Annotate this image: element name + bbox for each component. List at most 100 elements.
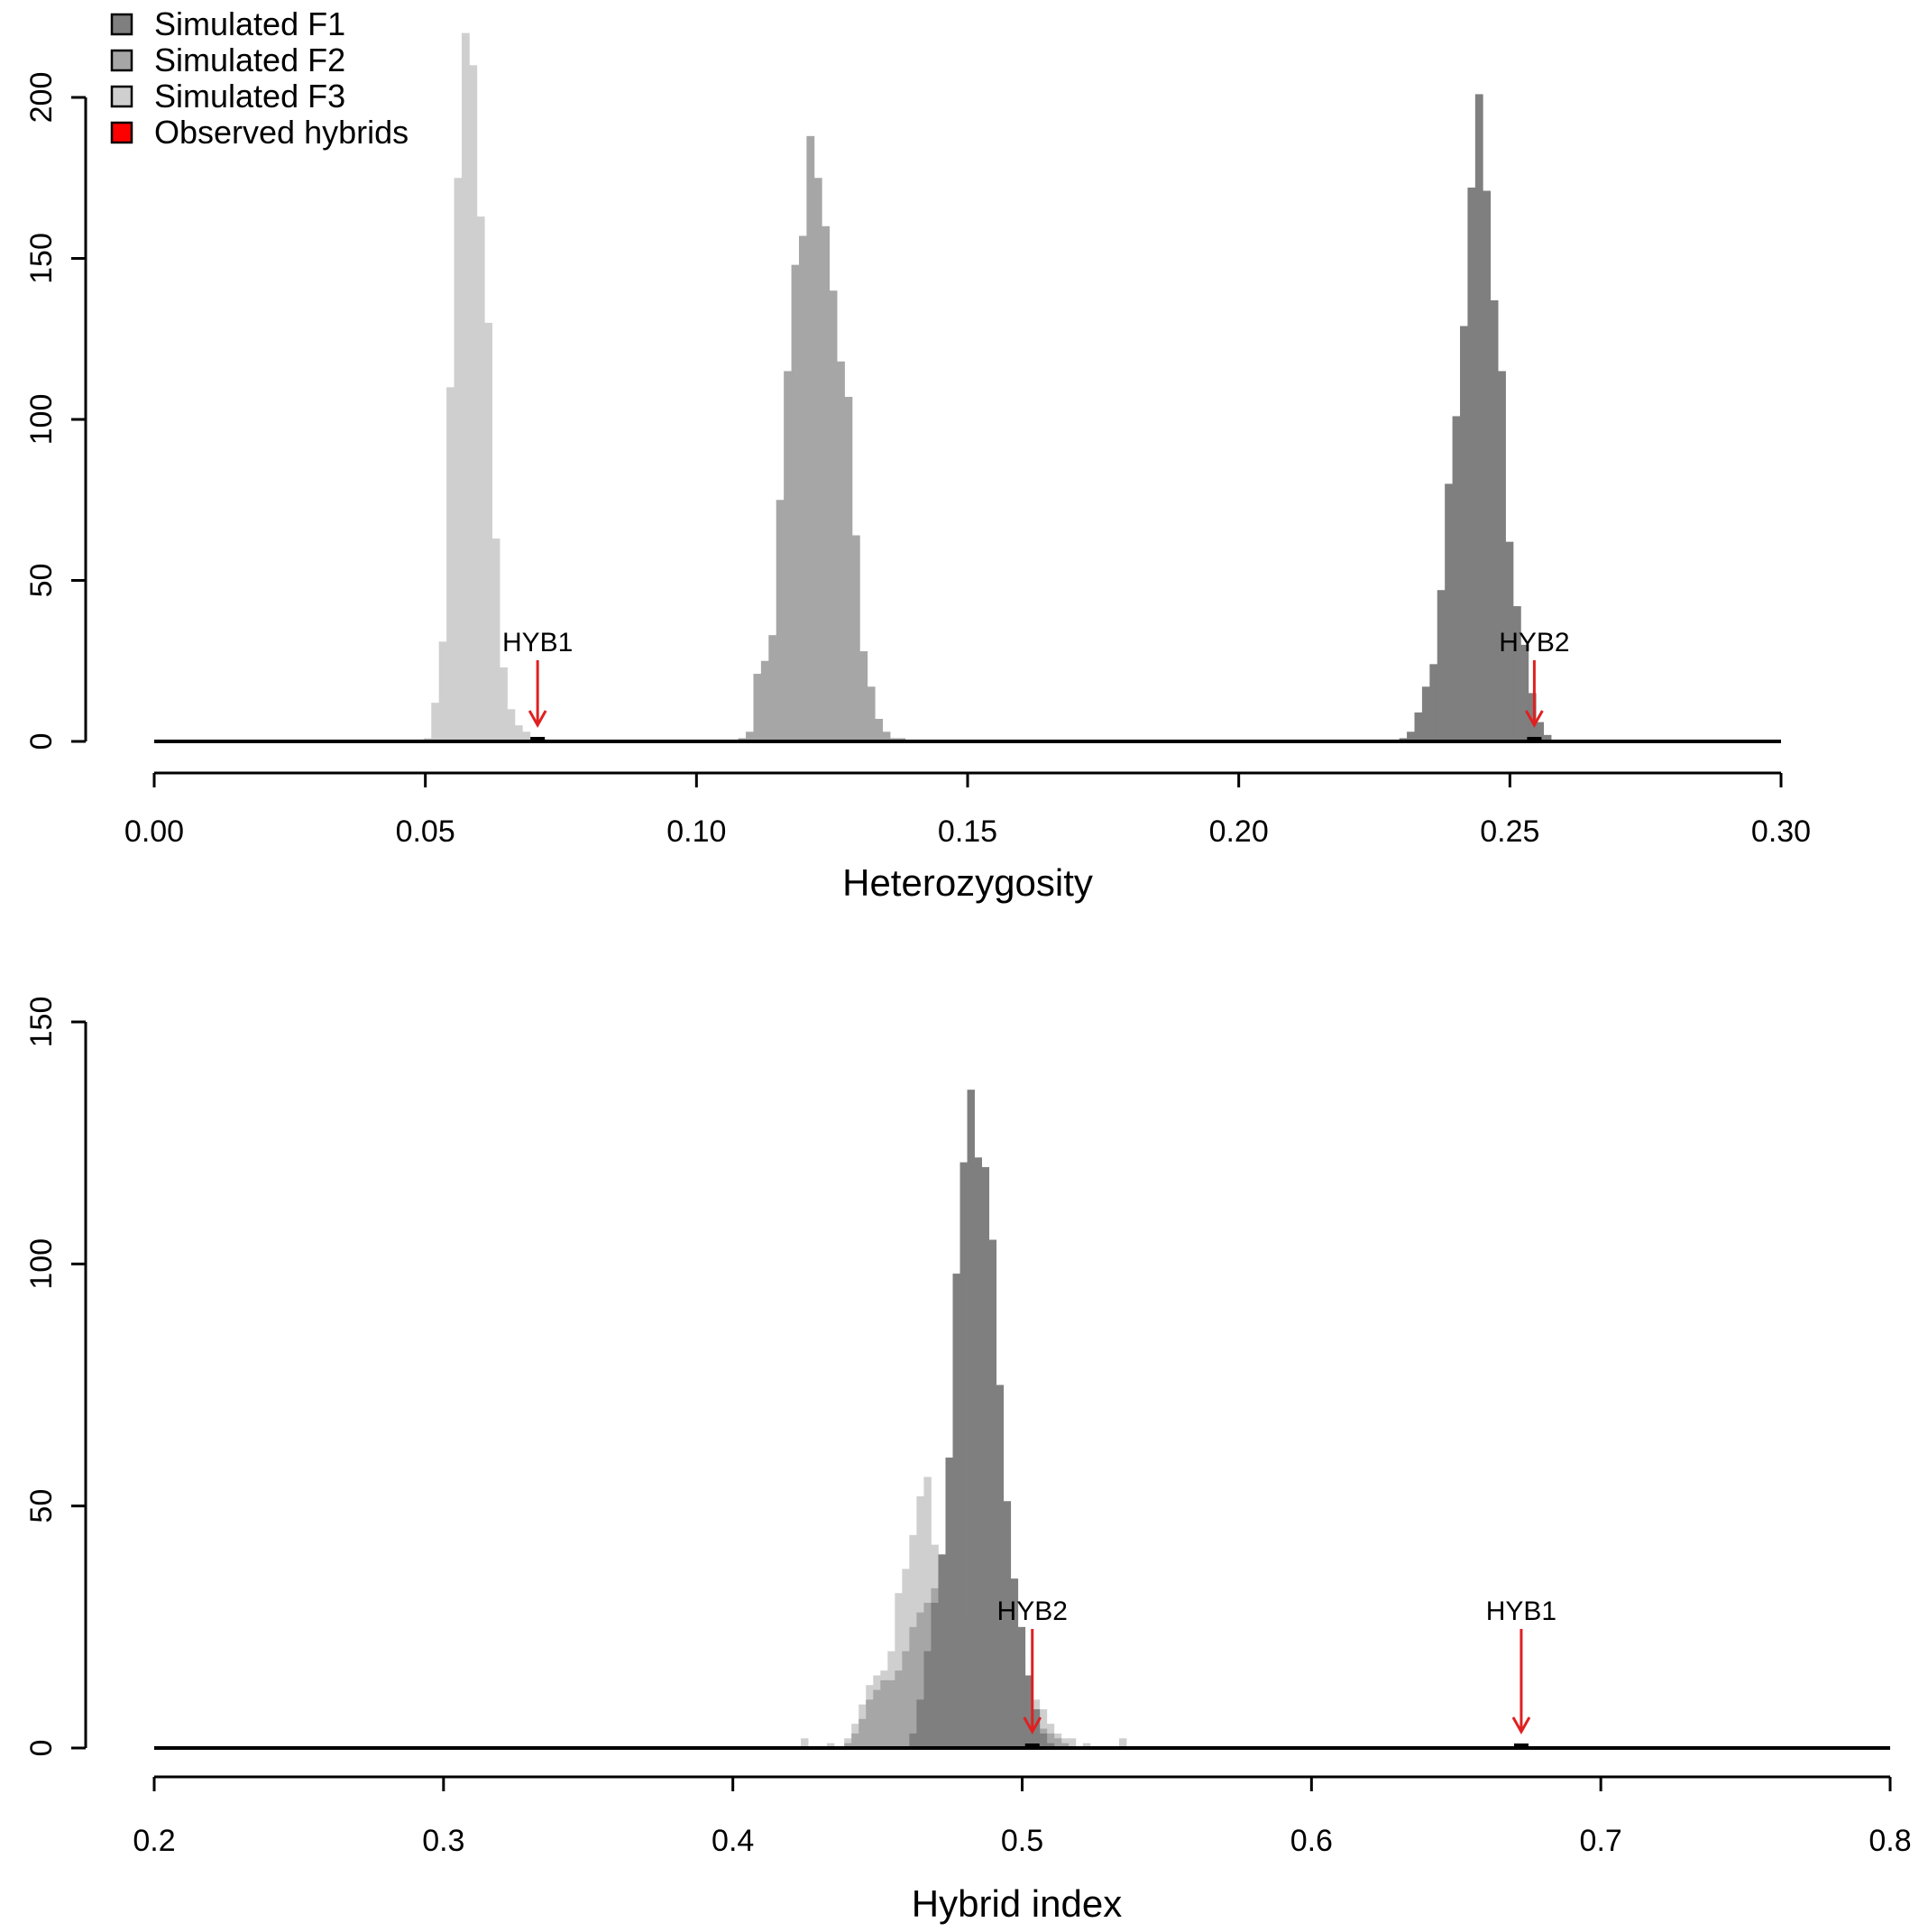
x-tick-label: 0.5 (1001, 1824, 1043, 1858)
histogram-bar (1429, 664, 1438, 741)
x-tick-label: 0.25 (1480, 814, 1539, 849)
y-tick-label: 150 (24, 997, 59, 1048)
histogram-bar (1452, 416, 1461, 741)
histogram-bar (801, 1738, 809, 1748)
x-tick-label: 0.10 (666, 814, 726, 849)
histogram-bar (813, 178, 822, 741)
histogram-bar (822, 225, 831, 742)
histogram-bar (1474, 94, 1483, 742)
histogram-bar (895, 1670, 903, 1748)
histogram-bar (1421, 686, 1430, 741)
histogram-bar (866, 1699, 874, 1748)
histogram-bar (1543, 734, 1552, 741)
histogram-bar (438, 641, 447, 741)
x-tick-label: 0.6 (1290, 1824, 1333, 1858)
histogram-bar (1512, 606, 1521, 741)
histogram-bar (996, 1385, 1005, 1748)
hybrid-index-panel: HYB2 HYB1 0 50 100 150 0.2 0.3 0.4 0.5 0.6 0.7 0.8 Hy… (24, 997, 1912, 1925)
histogram-bar (1437, 590, 1446, 741)
histogram-bar (938, 1554, 946, 1748)
histogram-bar (826, 1743, 835, 1748)
histogram-bar (859, 651, 868, 741)
histogram-bar (974, 1157, 982, 1748)
arrow-head (1023, 1716, 1042, 1735)
series-simulated-f1 (909, 1090, 1055, 1748)
histogram-bar (1046, 1733, 1055, 1748)
arrow-head (1511, 1716, 1531, 1735)
histogram-bar (867, 686, 876, 741)
histogram-bar (1483, 190, 1492, 741)
histogram-bar (1046, 1743, 1055, 1748)
observed-hybrid-marker (1527, 737, 1542, 742)
histogram-bar (844, 1743, 852, 1748)
histogram-bar (776, 500, 785, 741)
histogram-bar (1520, 644, 1529, 741)
histogram-bar (880, 1679, 888, 1748)
x-tick-label: 0.4 (712, 1824, 754, 1858)
histogram-bar (522, 731, 531, 741)
histogram-bar (909, 1733, 917, 1748)
histogram-bar (753, 674, 762, 741)
histogram-bar (500, 667, 508, 741)
histogram-bar (960, 1162, 968, 1748)
y-tick-label: 50 (24, 1489, 59, 1523)
x-tick-label: 0.3 (422, 1824, 464, 1858)
x-tick-label: 0.8 (1868, 1824, 1911, 1858)
observed-label: HYB2 (997, 1596, 1068, 1626)
histogram-bar (514, 725, 523, 741)
histogram-bar (1053, 1738, 1062, 1748)
histogram-bar (909, 1626, 917, 1748)
legend-label: Observed hybrids (154, 114, 409, 151)
histogram-bar (446, 387, 454, 741)
histogram-bar (806, 135, 815, 742)
histogram-bar (1536, 722, 1545, 741)
legend-item: Simulated F3 (110, 78, 345, 115)
histogram-bar (507, 709, 516, 741)
histogram-bar (784, 371, 792, 741)
x-tick-label: 0.30 (1751, 814, 1811, 849)
histogram-bar (1407, 731, 1415, 741)
legend-swatch (110, 121, 133, 144)
y-tick-label: 150 (24, 233, 59, 284)
histogram-bar (469, 65, 478, 742)
legend-swatch (110, 85, 133, 108)
x-tick-label: 0.2 (133, 1824, 175, 1858)
histogram-bar (791, 264, 800, 741)
histogram-bar (1498, 371, 1506, 741)
histogram-bar (1032, 1709, 1041, 1748)
histogram-bar (1003, 1501, 1012, 1748)
histogram-bar (981, 1167, 989, 1748)
histogram-bar (844, 397, 853, 741)
observed-hybrid-marker (1024, 1743, 1040, 1749)
histogram-bar (916, 1699, 924, 1748)
x-tick-label: 0.20 (1209, 814, 1269, 849)
legend-label: Simulated F2 (154, 41, 345, 78)
histogram-bar (923, 1651, 932, 1748)
y-tick-label: 200 (24, 72, 59, 124)
histogram-bar (1445, 483, 1453, 741)
histogram-bar (952, 1274, 960, 1748)
histogram-bar (1118, 1738, 1127, 1748)
y-axis: 0 50 100 150 (24, 997, 87, 1757)
y-tick-label: 100 (24, 394, 59, 446)
histogram-bar (1414, 712, 1423, 741)
heterozygosity-panel: HYB1 HYB2 0 50 100 150 200 0.00 0.05 0.10 0.15 0.20… (24, 32, 1811, 904)
x-tick-label: 0.7 (1580, 1824, 1622, 1858)
y-tick-label: 0 (24, 1740, 59, 1757)
histogram-bar (882, 731, 891, 741)
histogram-bar (1024, 1675, 1033, 1748)
histogram-bar (476, 216, 485, 742)
histogram-bar (1010, 1578, 1019, 1748)
histogram-bar (851, 535, 860, 741)
histogram-bar (837, 361, 845, 741)
histogram-bar (768, 635, 777, 741)
series-simulated-f1 (1399, 94, 1552, 742)
x-axis: 0.00 0.05 0.10 0.15 0.20 0.25 0.30 Heterozygosi… (124, 771, 1811, 904)
histogram-bar (484, 322, 493, 741)
x-tick-label: 0.05 (396, 814, 455, 849)
histogram-bar (931, 1603, 939, 1748)
histogram-bar (1505, 541, 1514, 741)
histogram-bar (1467, 187, 1476, 741)
